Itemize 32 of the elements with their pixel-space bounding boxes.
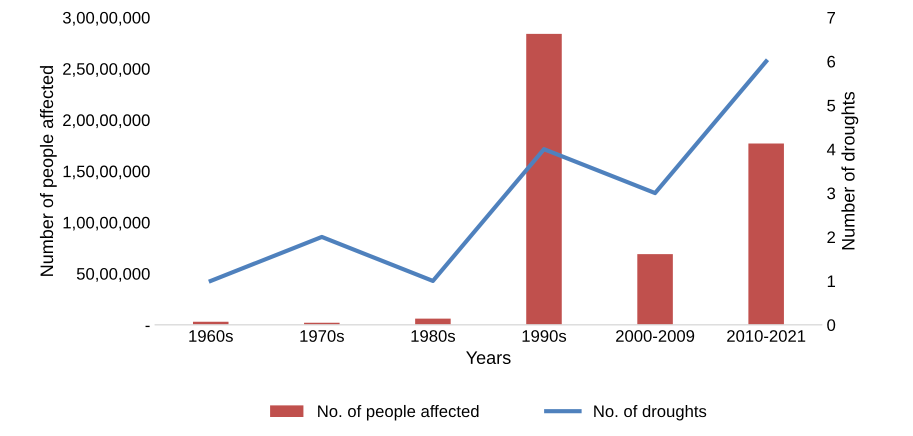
y2-tick-label: 7: [827, 12, 835, 24]
bar: [637, 254, 673, 325]
y2-tick-label: 3: [827, 187, 836, 200]
y-tick-label: 2,50,00,000: [63, 63, 150, 77]
x-tick-label: 2000-2009: [616, 330, 694, 342]
x-tick-label: 1990s: [522, 330, 566, 342]
y-tick-label: 3,00,00,000: [62, 12, 150, 26]
y2-tick-label: 2: [827, 231, 835, 244]
y2-tick-label: 6: [827, 56, 836, 68]
y-tick-label: 2,00,00,000: [63, 114, 150, 128]
x-tick-label: 2010-2021: [727, 330, 806, 342]
y-tick-label: 1,00,00,000: [64, 216, 150, 231]
x-tick-label: 1970s: [300, 330, 344, 342]
x-axis-title: Years: [466, 351, 511, 364]
bar: [748, 143, 784, 325]
bar: [192, 322, 229, 325]
y-tick-label: 1,50,00,000: [64, 166, 150, 180]
line-series: [208, 59, 768, 283]
y2-axis-title: Number of droughts: [841, 92, 858, 250]
x-tick-label: 1960s: [189, 330, 233, 342]
x-tick-label: 1980s: [411, 330, 456, 342]
y-tick-label: -: [146, 326, 150, 328]
y-axis-title: Number of people affected: [40, 66, 57, 276]
legend-label: No. of people affected: [318, 404, 478, 420]
y2-tick-label: 4: [826, 144, 836, 156]
legend-label: No. of droughts: [594, 404, 706, 420]
y-tick-label: 50,00,000: [76, 268, 150, 282]
y2-tick-label: 0: [827, 319, 836, 332]
y2-tick-label: 5: [827, 100, 836, 112]
bar: [526, 34, 562, 325]
bar: [415, 318, 451, 325]
y2-tick-label: 1: [828, 275, 836, 287]
